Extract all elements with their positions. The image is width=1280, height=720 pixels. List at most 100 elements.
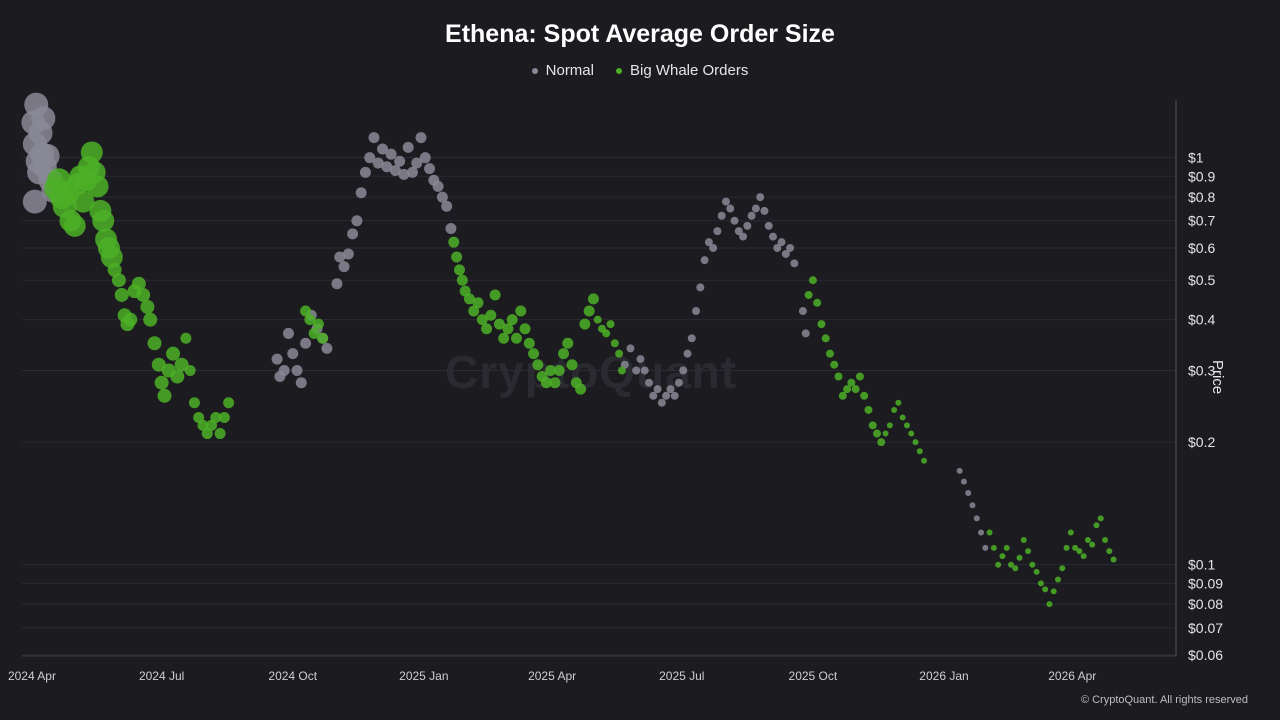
whale-point[interactable] <box>448 236 460 248</box>
whale-point[interactable] <box>808 276 817 285</box>
whale-point[interactable] <box>180 332 192 344</box>
whale-point[interactable] <box>312 318 324 330</box>
whale-point[interactable] <box>528 348 540 360</box>
whale-point[interactable] <box>1106 548 1113 555</box>
whale-point[interactable] <box>990 544 997 551</box>
normal-point[interactable] <box>751 204 760 213</box>
whale-point[interactable] <box>855 372 864 381</box>
whale-point[interactable] <box>615 349 624 358</box>
whale-point[interactable] <box>860 391 869 400</box>
whale-point[interactable] <box>510 332 522 344</box>
whale-point[interactable] <box>1007 561 1014 568</box>
whale-point[interactable] <box>188 397 200 409</box>
whale-point[interactable] <box>1050 588 1057 595</box>
normal-point[interactable] <box>734 227 743 236</box>
whale-point[interactable] <box>451 251 463 263</box>
normal-point[interactable] <box>717 211 726 220</box>
whale-point[interactable] <box>838 391 847 400</box>
normal-point[interactable] <box>662 391 671 400</box>
normal-point[interactable] <box>35 143 60 168</box>
whale-point[interactable] <box>999 553 1006 560</box>
normal-point[interactable] <box>679 366 688 375</box>
normal-point[interactable] <box>424 163 436 175</box>
normal-point[interactable] <box>271 353 283 365</box>
normal-point[interactable] <box>713 227 722 236</box>
whale-point[interactable] <box>1037 580 1044 587</box>
normal-point[interactable] <box>982 544 989 551</box>
whale-point[interactable] <box>476 314 488 326</box>
whale-point[interactable] <box>834 372 843 381</box>
whale-point[interactable] <box>214 428 226 440</box>
normal-point[interactable] <box>657 398 666 407</box>
normal-point[interactable] <box>364 152 376 164</box>
whale-point[interactable] <box>136 287 151 302</box>
whale-point[interactable] <box>593 315 602 324</box>
normal-point[interactable] <box>415 132 427 144</box>
whale-point[interactable] <box>1059 565 1066 572</box>
normal-point[interactable] <box>756 193 765 202</box>
whale-point[interactable] <box>157 388 172 403</box>
whale-point[interactable] <box>100 246 123 269</box>
whale-point[interactable] <box>532 359 544 371</box>
normal-point[interactable] <box>626 344 635 353</box>
normal-point[interactable] <box>640 366 649 375</box>
normal-point[interactable] <box>389 165 401 177</box>
normal-point[interactable] <box>31 106 56 131</box>
normal-point[interactable] <box>445 222 457 234</box>
whale-point[interactable] <box>817 320 826 329</box>
whale-point[interactable] <box>912 439 919 446</box>
whale-point[interactable] <box>851 385 860 394</box>
whale-point[interactable] <box>1025 548 1032 555</box>
whale-point[interactable] <box>1110 556 1117 563</box>
whale-point[interactable] <box>545 365 557 377</box>
normal-point[interactable] <box>777 238 786 247</box>
legend-item-normal[interactable]: Normal <box>531 62 594 79</box>
normal-point[interactable] <box>700 256 709 265</box>
normal-point[interactable] <box>790 259 799 268</box>
whale-point[interactable] <box>1020 536 1027 543</box>
normal-point[interactable] <box>726 204 735 213</box>
whale-point[interactable] <box>1012 565 1019 572</box>
whale-point[interactable] <box>804 290 813 299</box>
whale-point[interactable] <box>210 411 222 423</box>
whale-point[interactable] <box>821 334 830 343</box>
normal-point[interactable] <box>666 385 675 394</box>
normal-point[interactable] <box>351 215 363 227</box>
whale-point[interactable] <box>847 378 856 387</box>
normal-point[interactable] <box>801 329 810 338</box>
normal-point[interactable] <box>760 206 769 215</box>
whale-point[interactable] <box>481 323 493 335</box>
normal-point[interactable] <box>978 529 985 536</box>
whale-point[interactable] <box>921 457 928 464</box>
normal-point[interactable] <box>436 191 448 203</box>
normal-point[interactable] <box>965 490 972 497</box>
whale-point[interactable] <box>606 320 615 329</box>
whale-point[interactable] <box>986 529 993 536</box>
whale-point[interactable] <box>300 305 312 317</box>
whale-point[interactable] <box>566 359 578 371</box>
normal-point[interactable] <box>743 221 752 230</box>
whale-point[interactable] <box>1003 544 1010 551</box>
normal-point[interactable] <box>22 189 47 214</box>
whale-point[interactable] <box>562 337 574 349</box>
whale-point[interactable] <box>218 411 230 423</box>
whale-point[interactable] <box>463 293 475 305</box>
normal-point[interactable] <box>347 228 359 240</box>
whale-point[interactable] <box>1072 544 1079 551</box>
whale-point[interactable] <box>877 438 886 447</box>
whale-point[interactable] <box>143 312 158 327</box>
normal-point[interactable] <box>636 355 645 364</box>
normal-point[interactable] <box>331 278 343 290</box>
whale-point[interactable] <box>1063 544 1070 551</box>
normal-point[interactable] <box>282 327 294 339</box>
normal-point[interactable] <box>342 248 354 260</box>
whale-point[interactable] <box>886 422 893 429</box>
whale-point[interactable] <box>873 429 882 438</box>
whale-point[interactable] <box>602 329 611 338</box>
normal-point[interactable] <box>973 515 980 522</box>
whale-point[interactable] <box>1080 553 1087 560</box>
normal-point[interactable] <box>773 243 782 252</box>
whale-point[interactable] <box>80 141 103 164</box>
whale-point[interactable] <box>63 214 86 237</box>
whale-point[interactable] <box>895 399 902 406</box>
